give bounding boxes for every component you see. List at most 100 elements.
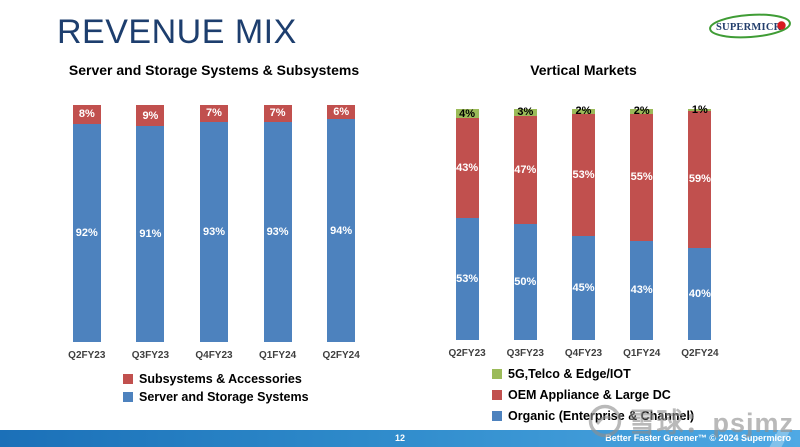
- legend-swatch: [492, 411, 502, 421]
- legend-label: Organic (Enterprise & Channel): [508, 409, 695, 423]
- legend-item: Organic (Enterprise & Channel): [492, 409, 694, 423]
- page-number: 12: [394, 433, 405, 443]
- category-tick-label: Q3FY23: [131, 350, 170, 361]
- segment-value-label: 50%: [514, 276, 537, 289]
- stacked-bar: 7% 93%: [199, 105, 228, 342]
- segment-value-label: 1%: [691, 104, 708, 117]
- slide-title: REVENUE MIX: [57, 13, 297, 51]
- segment-value-label: 2%: [575, 105, 592, 118]
- segment-value-label: 47%: [514, 164, 537, 177]
- bar-segment: 53%: [571, 113, 595, 237]
- footer-tagline: Better Faster Greener™ © 2024 Supermicro: [605, 433, 791, 443]
- legend-label: Subsystems & Accessories: [139, 372, 302, 386]
- segment-value-label: 91%: [139, 228, 162, 241]
- bar-segment: 1%: [688, 104, 712, 116]
- segment-value-label: 3%: [517, 106, 534, 119]
- segment-value-label: 55%: [630, 171, 653, 184]
- server-storage-chart: Server and Storage Systems & Subsystems …: [55, 62, 373, 361]
- vertical-markets-chart: Vertical Markets 4% 43% 53% 3% 47% 50% 2% 53% 45…: [438, 62, 729, 359]
- legend-item: Subsystems & Accessories: [123, 372, 309, 386]
- legend-label: OEM Appliance & Large DC: [508, 388, 671, 402]
- legend-swatch: [123, 392, 133, 402]
- bar-segment: 3%: [513, 106, 537, 119]
- segment-value-label: 93%: [266, 225, 289, 238]
- stacked-bar: 1% 59% 40%: [688, 104, 712, 340]
- legend-swatch: [123, 374, 133, 384]
- right-chart-legend: 5G,Telco & Edge/IOT OEM Appliance & Large…: [492, 367, 694, 423]
- chart-title: Vertical Markets: [530, 62, 637, 78]
- bar-segment: 6%: [327, 105, 356, 120]
- bar-segment: 59%: [688, 111, 712, 248]
- bar-segment: 4%: [455, 107, 479, 120]
- logo-red-dot: [777, 21, 786, 30]
- legend-item: Server and Storage Systems: [123, 390, 309, 404]
- bar-segment: 55%: [630, 113, 654, 241]
- category-axis: Q2FY23 Q3FY23 Q4FY23 Q1FY24 Q2FY24: [55, 350, 373, 361]
- category-axis: Q2FY23 Q3FY23 Q4FY23 Q1FY24 Q2FY24: [438, 348, 729, 359]
- stacked-bar: 2% 53% 45%: [571, 105, 595, 340]
- bar-segment: 47%: [513, 115, 537, 225]
- category-tick-label: Q1FY24: [258, 350, 297, 361]
- chart-title: Server and Storage Systems & Subsystems: [68, 62, 360, 78]
- bar-segment: 9%: [136, 105, 165, 127]
- bars-plot: 8% 92% 9% 91% 7% 93% 7% 93% 6% 94%: [55, 105, 373, 342]
- stacked-bar: 2% 55% 43%: [630, 105, 654, 340]
- stacked-bar: 3% 47% 50%: [513, 106, 537, 340]
- segment-value-label: 8%: [78, 108, 95, 121]
- supermicro-logo: SUPERMICR: [709, 13, 791, 39]
- footer-bar: 12 Better Faster Greener™ © 2024 Supermi…: [0, 428, 800, 447]
- segment-value-label: 9%: [142, 109, 159, 122]
- bar-segment: 93%: [199, 121, 228, 342]
- bar-segment: 91%: [136, 126, 165, 342]
- segment-value-label: 2%: [633, 105, 650, 118]
- bar-segment: 43%: [630, 240, 654, 340]
- stacked-bar: 7% 93%: [263, 105, 292, 342]
- bar-segment: 50%: [513, 224, 537, 340]
- legend-swatch: [492, 369, 502, 379]
- bar-segment: 53%: [455, 217, 479, 340]
- category-tick-label: Q2FY24: [681, 348, 719, 359]
- bar-segment: 7%: [263, 105, 292, 122]
- logo-swoosh-ellipse: [709, 13, 791, 39]
- category-tick-label: Q3FY23: [506, 348, 544, 359]
- segment-value-label: 53%: [572, 168, 595, 181]
- category-tick-label: Q2FY23: [448, 348, 486, 359]
- category-tick-label: Q4FY23: [195, 350, 233, 361]
- category-tick-label: Q2FY24: [322, 350, 360, 361]
- bar-segment: 7%: [199, 105, 228, 122]
- bar-segment: 94%: [327, 119, 356, 342]
- bar-segment: 40%: [688, 247, 712, 340]
- segment-value-label: 4%: [459, 107, 476, 120]
- legend-label: 5G,Telco & Edge/IOT: [508, 367, 631, 381]
- segment-value-label: 7%: [269, 107, 286, 120]
- segment-value-label: 59%: [688, 173, 711, 186]
- bar-segment: 8%: [72, 105, 101, 124]
- segment-value-label: 7%: [206, 107, 222, 120]
- legend-swatch: [492, 390, 502, 400]
- category-tick-label: Q1FY24: [623, 348, 661, 359]
- left-chart-legend: Subsystems & Accessories Server and Stora…: [123, 372, 309, 404]
- stacked-bar: 8% 92%: [72, 105, 101, 342]
- segment-value-label: 43%: [630, 284, 653, 297]
- segment-value-label: 94%: [330, 224, 353, 237]
- segment-value-label: 53%: [456, 272, 479, 285]
- logo-text: SUPERMICR: [716, 22, 782, 33]
- bar-segment: 45%: [571, 236, 595, 340]
- legend-item: OEM Appliance & Large DC: [492, 388, 694, 402]
- segment-value-label: 45%: [572, 282, 595, 294]
- segment-value-label: 43%: [456, 161, 479, 174]
- category-tick-label: Q4FY23: [564, 348, 603, 359]
- bar-segment: 43%: [455, 118, 479, 218]
- bar-segment: 93%: [263, 121, 292, 342]
- legend-item: 5G,Telco & Edge/IOT: [492, 367, 694, 381]
- bars-plot: 4% 43% 53% 3% 47% 50% 2% 53% 45% 2% 55% 43% 1% 59% 40%: [438, 104, 729, 340]
- bar-segment: 92%: [72, 123, 101, 342]
- segment-value-label: 93%: [202, 225, 225, 238]
- bar-segment: 2%: [630, 105, 654, 117]
- stacked-bar: 4% 43% 53%: [455, 107, 479, 340]
- category-tick-label: Q2FY23: [68, 350, 106, 361]
- segment-value-label: 40%: [688, 287, 711, 300]
- bar-segment: 2%: [571, 105, 595, 117]
- stacked-bar: 6% 94%: [327, 105, 356, 342]
